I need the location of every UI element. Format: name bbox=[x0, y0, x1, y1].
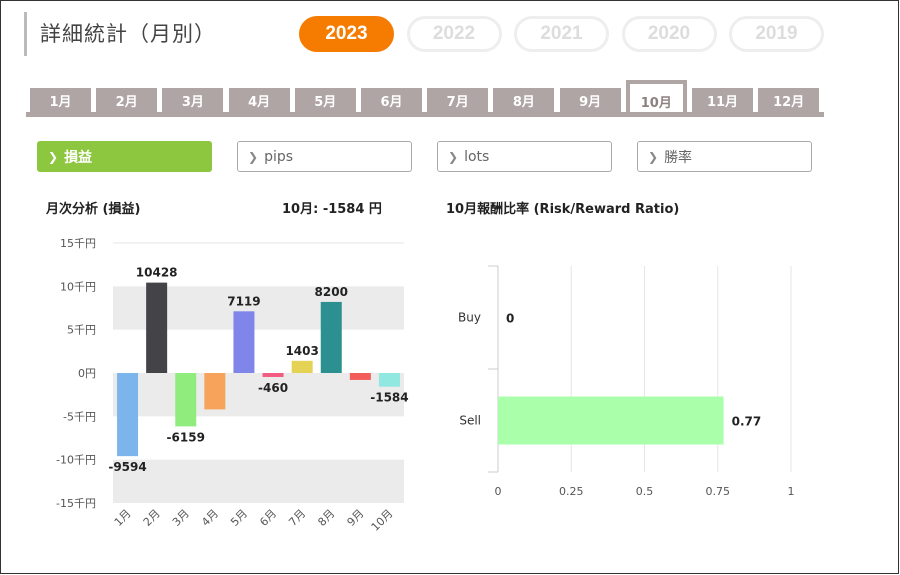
year-pill-2020[interactable]: 2020 bbox=[621, 16, 717, 52]
y-tick-label: 0円 bbox=[78, 367, 96, 380]
y-tick-label: -10千円 bbox=[56, 454, 96, 467]
bar-6月 bbox=[262, 373, 284, 377]
bar-10月 bbox=[378, 373, 400, 387]
category-label: Buy bbox=[458, 311, 481, 325]
chevron-right-icon: ❯ bbox=[248, 149, 259, 164]
bar-3月 bbox=[175, 373, 197, 427]
page-title: 詳細統計（月別） bbox=[40, 22, 216, 46]
filter-label: lots bbox=[464, 148, 490, 165]
x-tick-label: 3月 bbox=[170, 507, 192, 529]
grid-band bbox=[113, 373, 404, 417]
data-label: 10428 bbox=[136, 266, 178, 280]
data-label: 8200 bbox=[315, 285, 348, 299]
filter-winrate[interactable]: ❯ 勝率 bbox=[637, 141, 812, 172]
x-tick-label: 10月 bbox=[369, 507, 396, 534]
bar-9月 bbox=[349, 373, 371, 380]
title-accent-bar bbox=[24, 12, 27, 56]
x-tick-label: 1 bbox=[788, 485, 795, 498]
monthly-pnl-chart: 15千円 10千円 5千円 0円 -5千円 -10千円 -15千円 -9594 1月 10428 2… bbox=[56, 237, 409, 534]
data-label: -6159 bbox=[167, 430, 205, 444]
filter-profit[interactable]: ❯ 損益 bbox=[37, 141, 212, 172]
chevron-right-icon: ❯ bbox=[648, 149, 659, 164]
bar-4月 bbox=[204, 373, 226, 410]
tab-month-3[interactable]: 3月 bbox=[162, 88, 224, 112]
filter-label: 勝率 bbox=[664, 149, 693, 166]
x-tick-label: 2月 bbox=[141, 507, 163, 529]
risk-reward-chart: 0 0.25 0.5 0.75 1 Buy 0 Sell 0.77 bbox=[458, 265, 795, 498]
x-tick-label: 9月 bbox=[345, 507, 367, 529]
tab-month-10[interactable]: 10月 bbox=[625, 80, 687, 117]
x-tick-label: 0 bbox=[495, 485, 502, 498]
bar-5月 bbox=[233, 311, 255, 373]
tab-month-12[interactable]: 12月 bbox=[758, 88, 820, 112]
y-tick-label: -5千円 bbox=[63, 410, 96, 423]
x-tick-label: 1月 bbox=[112, 507, 134, 529]
filter-pips[interactable]: ❯ pips bbox=[237, 141, 412, 172]
bar-8月 bbox=[320, 301, 342, 373]
x-tick-label: 4月 bbox=[199, 507, 221, 529]
bar-Sell bbox=[498, 396, 724, 445]
tab-month-8[interactable]: 8月 bbox=[493, 88, 555, 112]
ratio-chart-title: 10月報酬比率 (Risk/Reward Ratio) bbox=[446, 202, 680, 217]
bar-1月 bbox=[117, 373, 139, 457]
category-label: Sell bbox=[459, 414, 481, 428]
bar-7月 bbox=[291, 360, 313, 373]
x-tick-label: 0.75 bbox=[706, 485, 731, 498]
x-tick-label: 7月 bbox=[286, 507, 308, 529]
y-tick-label: -15千円 bbox=[56, 497, 96, 510]
tab-month-9[interactable]: 9月 bbox=[559, 88, 621, 112]
chevron-right-icon: ❯ bbox=[48, 149, 59, 164]
filter-label: 損益 bbox=[64, 149, 93, 166]
tab-month-1[interactable]: 1月 bbox=[30, 88, 91, 112]
data-label: 0 bbox=[506, 312, 514, 326]
x-tick-label: 0.5 bbox=[636, 485, 654, 498]
year-pill-2022[interactable]: 2022 bbox=[406, 16, 502, 52]
y-tick-label: 10千円 bbox=[60, 280, 96, 293]
x-tick-label: 5月 bbox=[228, 507, 250, 529]
year-pill-2019[interactable]: 2019 bbox=[729, 16, 824, 52]
year-pill-2021[interactable]: 2021 bbox=[514, 16, 609, 52]
y-tick-label: 5千円 bbox=[67, 324, 96, 337]
tab-month-7[interactable]: 7月 bbox=[427, 88, 489, 112]
grid-band bbox=[113, 459, 404, 503]
data-label: -460 bbox=[258, 381, 288, 395]
x-tick-label: 6月 bbox=[257, 507, 279, 529]
tab-month-4[interactable]: 4月 bbox=[228, 88, 290, 112]
tabs-underline bbox=[26, 112, 824, 117]
data-label: 0.77 bbox=[732, 415, 762, 429]
tab-month-11[interactable]: 11月 bbox=[692, 88, 753, 112]
data-label: -1584 bbox=[370, 391, 408, 405]
data-label: 1403 bbox=[285, 344, 318, 358]
data-label: 7119 bbox=[227, 294, 260, 308]
data-label: -9594 bbox=[108, 460, 146, 474]
filter-lots[interactable]: ❯ lots bbox=[437, 141, 612, 172]
monthly-summary: 10月: -1584 円 bbox=[282, 202, 382, 217]
filter-label: pips bbox=[264, 148, 294, 165]
year-pill-2023[interactable]: 2023 bbox=[299, 16, 394, 52]
x-tick-label: 8月 bbox=[315, 507, 337, 529]
bar-2月 bbox=[146, 282, 168, 373]
monthly-chart-title: 月次分析 (損益) bbox=[46, 202, 141, 217]
tab-month-6[interactable]: 6月 bbox=[361, 88, 422, 112]
tab-month-2[interactable]: 2月 bbox=[96, 88, 158, 112]
tab-month-5[interactable]: 5月 bbox=[294, 88, 356, 112]
x-tick-label: 0.25 bbox=[559, 485, 584, 498]
y-tick-label: 15千円 bbox=[60, 237, 96, 250]
chevron-right-icon: ❯ bbox=[448, 149, 459, 164]
